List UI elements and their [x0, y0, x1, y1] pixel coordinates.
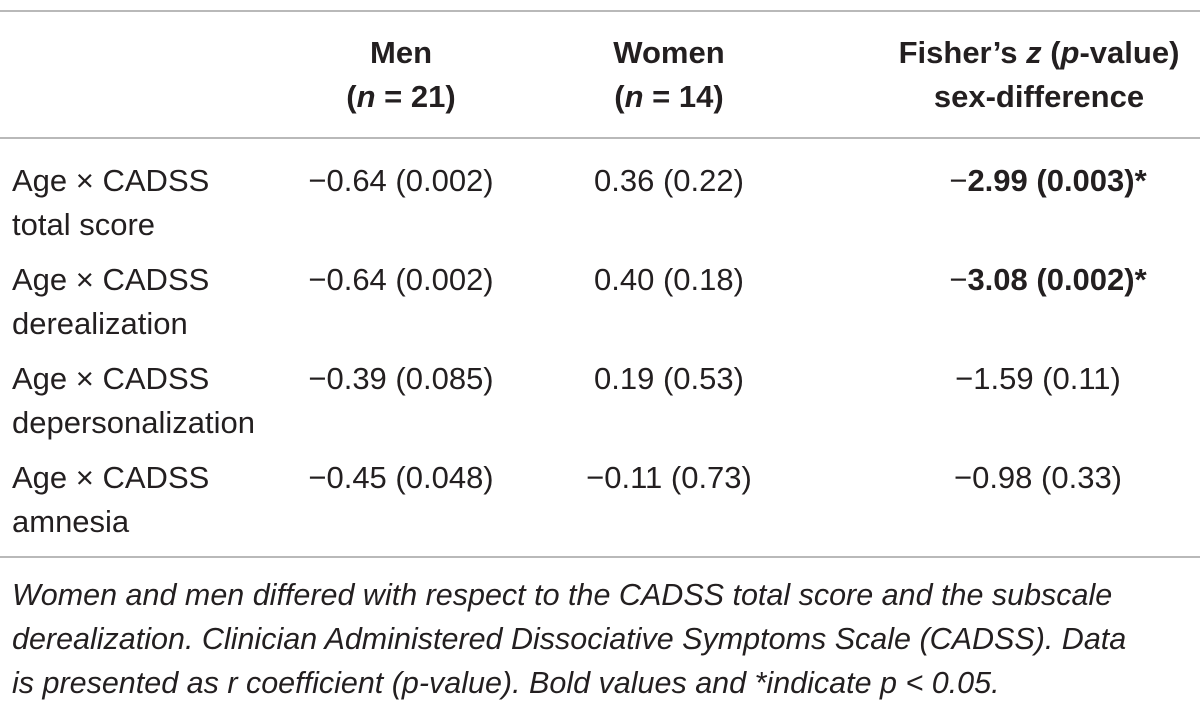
cell-fisher-amnesia: −0.98 (0.33): [953, 460, 1123, 495]
header-men-n: (n = 21): [346, 79, 456, 114]
header-rule: [0, 137, 1200, 139]
row-label-derealization: Age × CADSS derealization: [12, 262, 210, 341]
header-men: Men (n = 21): [282, 31, 520, 119]
row-label-amnesia: Age × CADSS amnesia: [12, 460, 210, 539]
cell-men-total-score: −0.64 (0.002): [308, 163, 494, 198]
cell-women-depersonalization: 0.19 (0.53): [594, 361, 744, 396]
cell-women-total-score: 0.36 (0.22): [594, 163, 744, 198]
cell-men-derealization: −0.64 (0.002): [308, 262, 494, 297]
header-women-title: Women: [613, 35, 725, 70]
row-label-depersonalization: Age × CADSS depersonalization: [12, 361, 256, 440]
cell-fisher-derealization: −3.08 (0.002)*: [949, 262, 1147, 297]
cell-men-depersonalization: −0.39 (0.085): [308, 361, 494, 396]
header-women-n: (n = 14): [614, 79, 724, 114]
cell-fisher-depersonalization: −1.59 (0.11): [955, 361, 1121, 396]
cell-men-amnesia: −0.45 (0.048): [308, 460, 494, 495]
header-fisher: Fisher’s z (p-value) sex-difference: [880, 31, 1198, 119]
cell-fisher-total-score: −2.99 (0.003)*: [949, 163, 1147, 198]
cell-women-derealization: 0.40 (0.18): [594, 262, 744, 297]
table-footnote: Women and men differed with respect to t…: [12, 578, 1127, 700]
bottom-rule: [0, 556, 1200, 558]
header-fisher-title: Fisher’s z (p-value): [898, 35, 1180, 70]
top-rule: [0, 10, 1200, 12]
header-women: Women (n = 14): [550, 31, 788, 119]
header-fisher-subtitle: sex-difference: [933, 79, 1145, 114]
header-men-title: Men: [370, 35, 432, 70]
row-label-total-score: Age × CADSS total score: [12, 163, 210, 242]
cell-women-amnesia: −0.11 (0.73): [586, 460, 752, 495]
